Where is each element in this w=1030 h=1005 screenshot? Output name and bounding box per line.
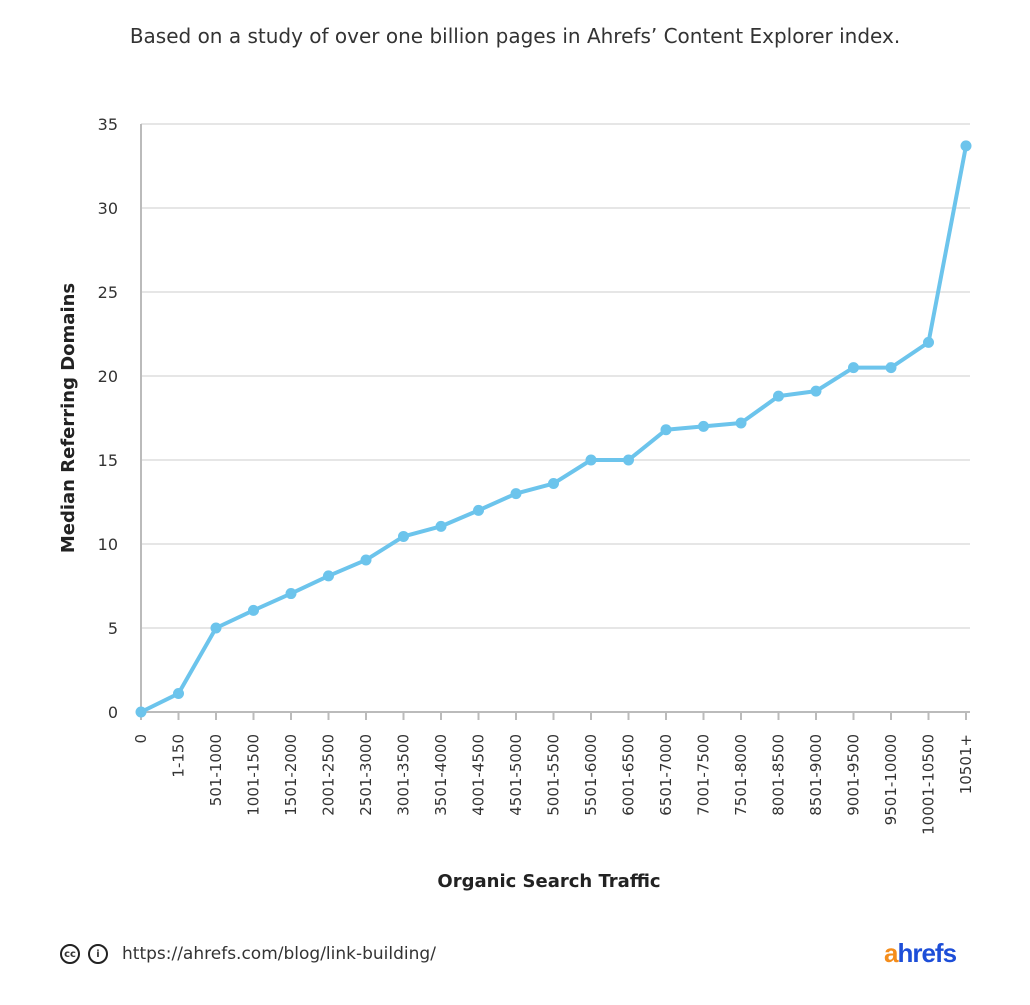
x-tick-label: 6001-6500 (620, 734, 638, 816)
x-tick-label: 0 (132, 734, 150, 744)
source-url[interactable]: https://ahrefs.com/blog/link-building/ (122, 944, 436, 964)
cc-icon: cc (60, 944, 80, 964)
data-point (848, 362, 859, 374)
data-point (473, 504, 484, 516)
x-tick-label: 5501-6000 (582, 734, 600, 816)
x-tick-label: 9001-9500 (845, 734, 863, 816)
x-tick-label: 9501-10000 (882, 734, 900, 825)
data-point (960, 140, 972, 152)
x-tick-label: 6501-7000 (657, 734, 675, 816)
x-tick-label: 1-150 (170, 734, 188, 778)
footer-source: cc i https://ahrefs.com/blog/link-buildi… (60, 944, 436, 964)
y-tick-label: 5 (108, 619, 118, 638)
data-point (923, 336, 934, 348)
data-point (135, 706, 147, 718)
y-tick-label: 25 (98, 283, 118, 302)
data-point (398, 530, 409, 542)
data-point (360, 554, 372, 566)
y-tick-label: 35 (98, 115, 118, 134)
x-tick-label: 8001-8500 (770, 734, 788, 816)
x-tick-label: 7001-7500 (695, 734, 713, 816)
data-point (173, 688, 184, 700)
y-tick-label: 15 (98, 451, 118, 470)
logo-rest: hrefs (897, 938, 957, 968)
x-tick-label: 10501+ (957, 734, 975, 794)
x-axis-title: Organic Search Traffic (437, 871, 660, 892)
data-point (810, 385, 822, 397)
data-point (585, 454, 597, 466)
y-tick-label: 20 (98, 367, 118, 386)
data-point (698, 420, 709, 432)
y-tick-label: 0 (108, 703, 118, 722)
x-tick-label: 8501-9000 (807, 734, 825, 816)
data-point (885, 362, 897, 374)
data-point (548, 478, 559, 490)
data-point (285, 588, 297, 600)
data-point (323, 570, 334, 582)
by-attribution-icon: i (88, 944, 108, 964)
data-point (248, 604, 259, 616)
y-axis-title: Median Referring Domains (58, 283, 79, 553)
y-tick-label: 30 (98, 199, 118, 218)
x-tick-label: 501-1000 (207, 734, 225, 806)
data-point (510, 488, 522, 500)
data-point (660, 424, 672, 436)
data-point (435, 520, 447, 532)
x-tick-label: 1501-2000 (282, 734, 300, 816)
data-point (735, 417, 747, 429)
x-tick-label: 3501-4000 (432, 734, 450, 816)
y-tick-label: 10 (98, 535, 118, 554)
x-tick-label: 3001-3500 (395, 734, 413, 816)
data-point (773, 390, 784, 402)
x-tick-label: 7501-8000 (732, 734, 750, 816)
data-point (210, 622, 222, 634)
x-tick-label: 4001-4500 (470, 734, 488, 816)
logo-a: a (884, 938, 899, 968)
x-tick-label: 2001-2500 (320, 734, 338, 816)
x-tick-label: 4501-5000 (507, 734, 525, 816)
chart-subtitle: Based on a study of over one billion pag… (129, 24, 901, 48)
x-tick-label: 1001-1500 (245, 734, 263, 816)
x-tick-label: 10001-10500 (920, 734, 938, 835)
ahrefs-logo: ahrefs (884, 938, 957, 969)
data-point (623, 454, 634, 466)
x-tick-label: 2501-3000 (357, 734, 375, 816)
x-tick-label: 5001-5500 (545, 734, 563, 816)
